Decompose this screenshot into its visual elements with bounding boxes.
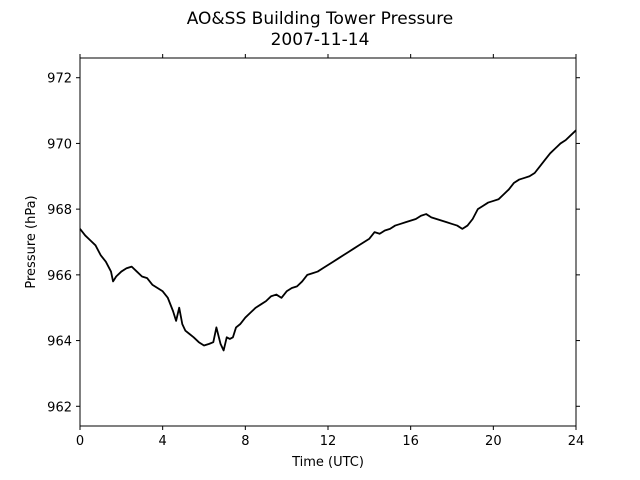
y-tick-label: 972 — [47, 72, 72, 87]
x-tick-label: 4 — [159, 434, 167, 449]
x-axis-label: Time (UTC) — [291, 455, 364, 470]
x-tick-label: 0 — [76, 434, 84, 449]
y-tick-label: 966 — [47, 269, 72, 284]
y-axis-label: Pressure (hPa) — [24, 195, 39, 288]
y-tick-label: 970 — [47, 137, 72, 152]
plot-area: 0 4 8 12 16 20 24 962 964 966 968 970 972 — [47, 54, 584, 449]
chart-subtitle: 2007-11-14 — [271, 30, 370, 50]
x-tick-label: 24 — [568, 434, 585, 449]
y-tick-label: 968 — [47, 203, 72, 218]
pressure-series-line — [79, 129, 577, 352]
chart-title: AO&SS Building Tower Pressure — [187, 9, 454, 29]
plot-frame — [79, 57, 577, 427]
y-tick-label: 964 — [47, 335, 72, 350]
x-tick-label: 20 — [485, 434, 502, 449]
x-tick-label: 16 — [402, 434, 419, 449]
x-axis-ticks: 0 4 8 12 16 20 24 — [76, 54, 584, 449]
y-axis-ticks: 962 964 966 968 970 972 — [47, 72, 580, 415]
x-tick-label: 8 — [241, 434, 249, 449]
x-tick-label: 12 — [320, 434, 337, 449]
y-tick-label: 962 — [47, 400, 72, 415]
